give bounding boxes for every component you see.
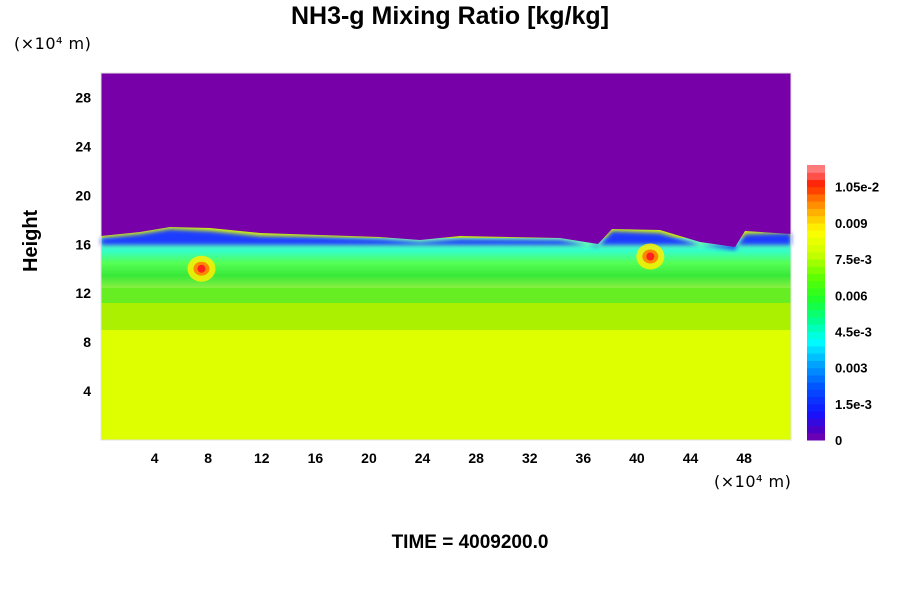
x-tick-label: 20: [361, 450, 377, 466]
hotspot-peak: [197, 264, 206, 273]
colorbar-segment: [807, 418, 825, 427]
layer-transition: [101, 298, 791, 330]
colorbar-segment: [807, 309, 825, 318]
colorbar-segment: [807, 215, 825, 224]
x-axis-unit: (×10⁴ m): [714, 472, 792, 491]
colorbar-segment: [807, 302, 825, 311]
colorbar-tick-label: 0.009: [835, 216, 868, 231]
layer-turbulent: [101, 238, 791, 288]
x-tick-label: 32: [522, 450, 538, 466]
colorbar-segment: [807, 374, 825, 383]
colorbar-segment: [807, 338, 825, 347]
y-tick-label: 8: [83, 334, 91, 350]
colorbar-segment: [807, 316, 825, 325]
colorbar-segment: [807, 411, 825, 419]
y-tick-label: 12: [75, 285, 91, 301]
y-tick-label: 28: [75, 89, 91, 105]
colorbar-segment: [807, 382, 825, 390]
x-tick-label: 28: [468, 450, 484, 466]
x-tick-label: 12: [254, 450, 270, 466]
colorbar-segment: [807, 244, 825, 253]
x-tick-label: 16: [308, 450, 324, 466]
x-tick-label: 36: [576, 450, 592, 466]
colorbar-segment: [807, 165, 825, 173]
hotspot-peak: [646, 252, 655, 261]
colorbar-segment: [807, 331, 825, 340]
colorbar-segment: [807, 251, 825, 260]
colorbar-tick-label: 1.5e-3: [835, 397, 872, 412]
colorbar-segment: [807, 367, 825, 376]
colorbar-segment: [807, 280, 825, 289]
colorbar-segment: [807, 237, 825, 246]
layer-upper: [101, 73, 791, 247]
time-label: TIME = 4009200.0: [391, 532, 549, 553]
colorbar-tick-label: 0: [835, 433, 842, 448]
chart-title: NH3-g Mixing Ratio [kg/kg]: [290, 2, 610, 30]
colorbar-segment: [807, 425, 825, 434]
colorbar-tick-label: 0.003: [835, 361, 868, 376]
colorbar-segment: [807, 432, 825, 441]
colorbar-segment: [807, 288, 825, 296]
layer-edge: [101, 229, 791, 250]
colorbar-segment: [807, 179, 825, 188]
colorbar-segment: [807, 396, 825, 405]
plot-frame: [100, 72, 792, 441]
y-tick-label: 16: [75, 236, 91, 252]
colorbar-segment: [807, 360, 825, 369]
colorbar: 1.05e-2 0.009 7.5e-3 0.006 4.5e-3 0.003 1.5e-3…: [807, 165, 879, 448]
colorbar-tick-label: 0.006: [835, 288, 868, 303]
colorbar-tick-label: 7.5e-3: [835, 252, 872, 267]
colorbar-segment: [807, 273, 825, 282]
colorbar-segment: [807, 259, 825, 267]
x-tick-label: 48: [736, 450, 752, 466]
y-tick-label: 24: [75, 138, 91, 154]
colorbar-segment: [807, 193, 825, 202]
colorbar-segment: [807, 266, 825, 275]
x-tick-label: 44: [683, 450, 699, 466]
y-axis-unit: (×10⁴ m): [14, 34, 92, 53]
heatmap-field: [101, 73, 791, 440]
colorbar-segment: [807, 345, 825, 354]
y-tick-label: 20: [75, 187, 91, 203]
y-tick-label: 4: [83, 383, 91, 399]
colorbar-segment: [807, 222, 825, 231]
colorbar-segment: [807, 208, 825, 217]
x-tick-label: 40: [629, 450, 645, 466]
colorbar-segment: [807, 201, 825, 209]
colorbar-segment: [807, 186, 825, 195]
x-tick-label: 8: [204, 450, 212, 466]
x-tick-label: 4: [151, 450, 159, 466]
colorbar-segment: [807, 403, 825, 412]
colorbar-tick-label: 4.5e-3: [835, 324, 872, 339]
colorbar-segment: [807, 389, 825, 398]
colorbar-segment: [807, 353, 825, 361]
colorbar-segment: [807, 324, 825, 332]
colorbar-segment: [807, 230, 825, 238]
colorbar-segment: [807, 172, 825, 180]
x-tick-label: 24: [415, 450, 431, 466]
colorbar-tick-label: 1.05e-2: [835, 180, 879, 195]
colorbar-segment: [807, 295, 825, 303]
